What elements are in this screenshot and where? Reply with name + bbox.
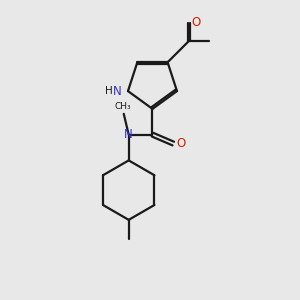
- Text: N: N: [113, 85, 122, 98]
- Text: O: O: [191, 16, 201, 29]
- Text: CH₃: CH₃: [114, 102, 131, 111]
- Text: O: O: [176, 137, 185, 150]
- Text: H: H: [105, 86, 113, 96]
- Text: N: N: [124, 128, 133, 141]
